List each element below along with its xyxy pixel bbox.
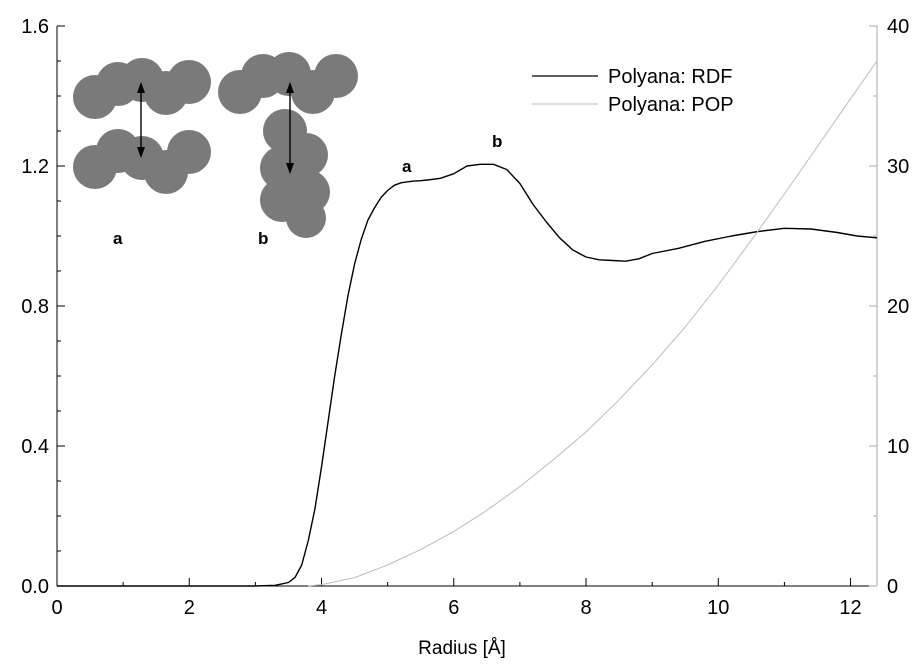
x-tick-label: 4 bbox=[316, 597, 327, 619]
x-tick-label: 8 bbox=[580, 597, 591, 619]
inset-arrow-a bbox=[137, 82, 145, 158]
y-tick-label: 0.4 bbox=[21, 436, 49, 458]
x-axis-ticks: 0 2 4 6 8 10 12 bbox=[51, 578, 862, 619]
y2-tick-label: 10 bbox=[887, 436, 909, 458]
bead bbox=[314, 54, 358, 98]
series-layer bbox=[57, 60, 878, 587]
bead bbox=[167, 130, 211, 174]
x-tick-label: 0 bbox=[51, 597, 62, 619]
peak-a-label: a bbox=[402, 157, 412, 176]
bead bbox=[167, 60, 211, 104]
x-tick-label: 10 bbox=[707, 597, 729, 619]
pop-series-line bbox=[308, 60, 878, 587]
inset-stacked-pair-a bbox=[73, 58, 211, 194]
y2-tick-label: 40 bbox=[887, 16, 909, 38]
inset-stacked-pair-b bbox=[218, 52, 358, 238]
bead bbox=[286, 198, 326, 238]
y2-tick-label: 20 bbox=[887, 296, 909, 318]
x-tick-label: 6 bbox=[448, 597, 459, 619]
x-axis-title: Radius [Å] bbox=[418, 638, 506, 659]
y2-tick-label: 30 bbox=[887, 156, 909, 178]
inset-arrow-b bbox=[286, 82, 294, 174]
rdf-series-line bbox=[57, 163, 878, 587]
y2-tick-label: 0 bbox=[887, 576, 898, 598]
inset-b-label: b bbox=[258, 229, 268, 248]
y2-axis-ticks: 0 10 20 30 40 bbox=[869, 16, 909, 598]
peak-b-label: b bbox=[492, 132, 502, 151]
y-tick-label: 0.0 bbox=[21, 576, 49, 598]
legend-label-pop: Polyana: POP bbox=[608, 94, 734, 116]
inset-a-label: a bbox=[113, 229, 123, 248]
y-axis-ticks: 0.0 0.4 0.8 1.2 1.6 bbox=[21, 16, 65, 598]
x-tick-label: 2 bbox=[184, 597, 195, 619]
y-tick-label: 1.6 bbox=[21, 16, 49, 38]
legend: Polyana: RDF Polyana: POP bbox=[532, 66, 734, 116]
y-tick-label: 0.8 bbox=[21, 296, 49, 318]
legend-label-rdf: Polyana: RDF bbox=[608, 66, 733, 88]
y-tick-label: 1.2 bbox=[21, 156, 49, 178]
x-tick-label: 12 bbox=[839, 597, 861, 619]
